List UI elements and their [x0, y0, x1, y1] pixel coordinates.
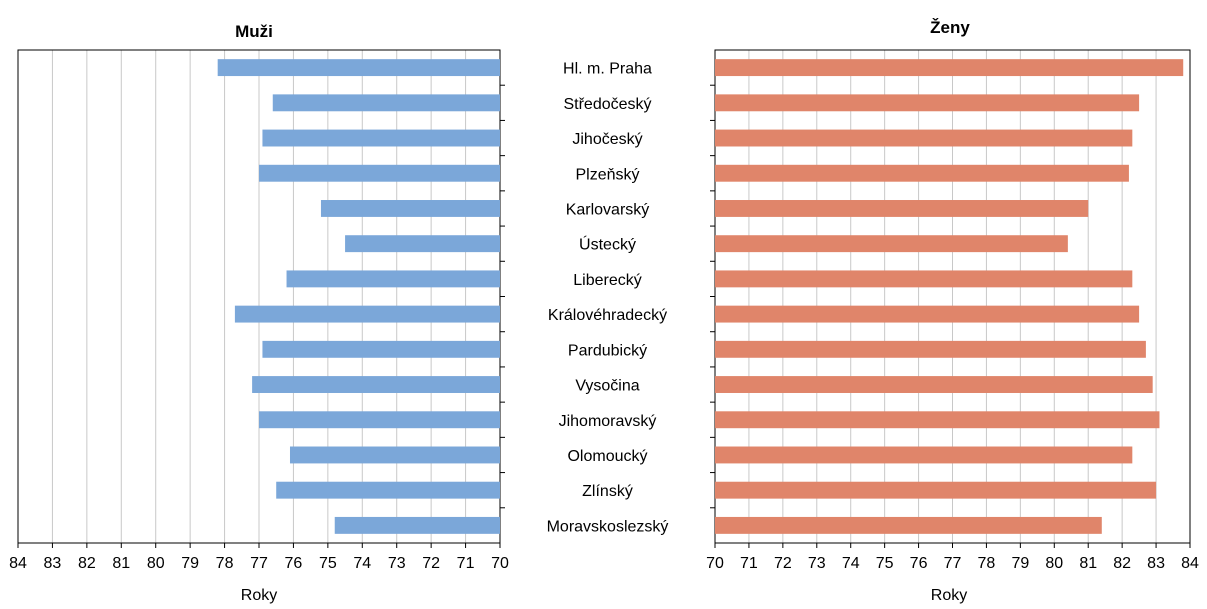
left-x-tick-label: 79 [181, 555, 199, 572]
category-label: Olomoucký [567, 448, 647, 465]
left-bar [259, 164, 500, 182]
left-bar [272, 94, 500, 112]
left-bar [262, 129, 500, 147]
right-x-tick-label: 75 [876, 555, 894, 572]
right-x-tick-label: 73 [808, 555, 826, 572]
right-x-tick-label: 79 [1011, 555, 1029, 572]
right-bar [715, 164, 1129, 182]
left-bar [345, 235, 500, 253]
left-chart-title: Muži [235, 22, 273, 41]
left-bar [320, 200, 500, 217]
right-bar [715, 235, 1068, 253]
right-bar [715, 481, 1157, 499]
category-label: Královéhradecký [548, 307, 667, 324]
right-bar [715, 270, 1133, 288]
right-bar [715, 129, 1133, 147]
left-bar [289, 446, 500, 464]
left-bar [234, 305, 500, 323]
category-label: Moravskoslezský [547, 518, 669, 535]
category-label: Jihočeský [572, 131, 642, 148]
right-x-tick-label: 80 [1045, 555, 1063, 572]
left-x-tick-label: 73 [388, 555, 406, 572]
left-bar [334, 516, 500, 534]
category-label: Hl. m. Praha [563, 61, 652, 78]
category-label: Zlínský [582, 483, 633, 500]
left-x-tick-label: 80 [147, 555, 165, 572]
right-x-tick-label: 71 [740, 555, 758, 572]
right-bar [715, 305, 1140, 323]
right-x-axis-label: Roky [931, 587, 967, 604]
category-label: Ústecký [579, 235, 636, 254]
right-x-tick-label: 72 [774, 555, 792, 572]
right-x-tick-label: 83 [1147, 555, 1165, 572]
right-chart-title: Ženy [930, 18, 970, 37]
left-bar [286, 270, 500, 288]
left-x-tick-label: 74 [353, 555, 371, 572]
right-bar [715, 376, 1153, 393]
left-x-tick-label: 75 [319, 555, 337, 572]
right-x-tick-label: 70 [706, 555, 724, 572]
right-x-tick-label: 78 [978, 555, 996, 572]
right-x-tick-label: 74 [842, 555, 860, 572]
category-label: Jihomoravský [559, 413, 657, 430]
left-x-tick-label: 76 [285, 555, 303, 572]
right-bar [715, 446, 1133, 464]
category-label: Plzeňský [575, 166, 639, 183]
right-x-tick-label: 82 [1113, 555, 1131, 572]
category-label: Pardubický [568, 342, 647, 359]
left-x-tick-label: 71 [457, 555, 475, 572]
left-x-tick-label: 82 [78, 555, 96, 572]
left-x-tick-label: 84 [9, 555, 27, 572]
left-x-tick-label: 72 [422, 555, 440, 572]
left-bar [252, 376, 500, 393]
left-x-tick-label: 81 [112, 555, 130, 572]
left-bar [262, 340, 500, 358]
category-label: Vysočina [575, 378, 639, 395]
right-x-tick-label: 77 [944, 555, 962, 572]
left-x-tick-label: 70 [491, 555, 509, 572]
left-bar [259, 411, 500, 429]
right-bar [715, 516, 1102, 534]
right-x-tick-label: 76 [910, 555, 928, 572]
right-bar [715, 200, 1089, 217]
right-bar [715, 340, 1146, 358]
right-bar [715, 411, 1160, 429]
left-x-tick-label: 78 [216, 555, 234, 572]
left-bar [217, 59, 500, 77]
right-x-tick-label: 81 [1079, 555, 1097, 572]
category-label: Středočeský [563, 96, 651, 113]
category-label: Liberecký [573, 272, 641, 289]
left-bar [276, 481, 500, 499]
category-label: Karlovarský [566, 201, 650, 218]
left-x-tick-label: 83 [44, 555, 62, 572]
right-bar [715, 94, 1140, 112]
right-x-tick-label: 84 [1181, 555, 1199, 572]
left-x-tick-label: 77 [250, 555, 268, 572]
left-x-axis-label: Roky [241, 587, 277, 604]
right-bar [715, 59, 1184, 77]
